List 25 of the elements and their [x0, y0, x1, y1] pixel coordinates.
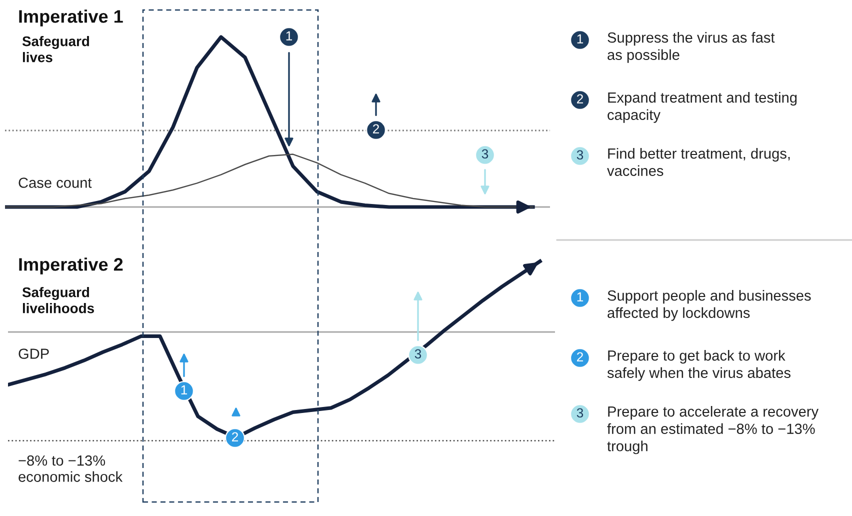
- text: 2: [576, 94, 584, 104]
- text: 3: [576, 150, 584, 160]
- annotation: 2: [232, 432, 238, 442]
- text: Find better treatment, drugs, vaccines: [607, 148, 790, 176]
- annotation: 3: [482, 149, 488, 159]
- text: Safeguard livelihoods: [22, 287, 94, 314]
- y-axis-title: Case count: [18, 178, 92, 188]
- annotation: 1: [286, 31, 292, 40]
- text: −8% to −13% economic shock: [18, 455, 123, 482]
- text: Prepare to accelerate a recovery from an estimated −8% to −13% trough: [607, 406, 819, 454]
- text: Expand treatment and testing capacity: [608, 92, 797, 123]
- chart-subtitle: Safeguard lives: [22, 36, 90, 62]
- text: Prepare to get back to work safely when the virus abates: [607, 350, 790, 381]
- chart-title: Imperative 1: [19, 10, 123, 26]
- text: 1: [577, 292, 584, 302]
- annotation: 1: [181, 385, 188, 394]
- y-axis-title: GDP: [18, 348, 49, 359]
- text: Suppress the virus as fast as possible: [608, 32, 775, 63]
- text: 2: [576, 352, 584, 362]
- annotation: 2: [372, 124, 380, 134]
- text: 3: [576, 408, 584, 418]
- annotation: 3: [414, 349, 422, 359]
- text: 1: [577, 34, 584, 44]
- chart-title: Imperative 2: [19, 258, 123, 274]
- text: Support people and businesses affected by lockdowns: [608, 290, 811, 321]
